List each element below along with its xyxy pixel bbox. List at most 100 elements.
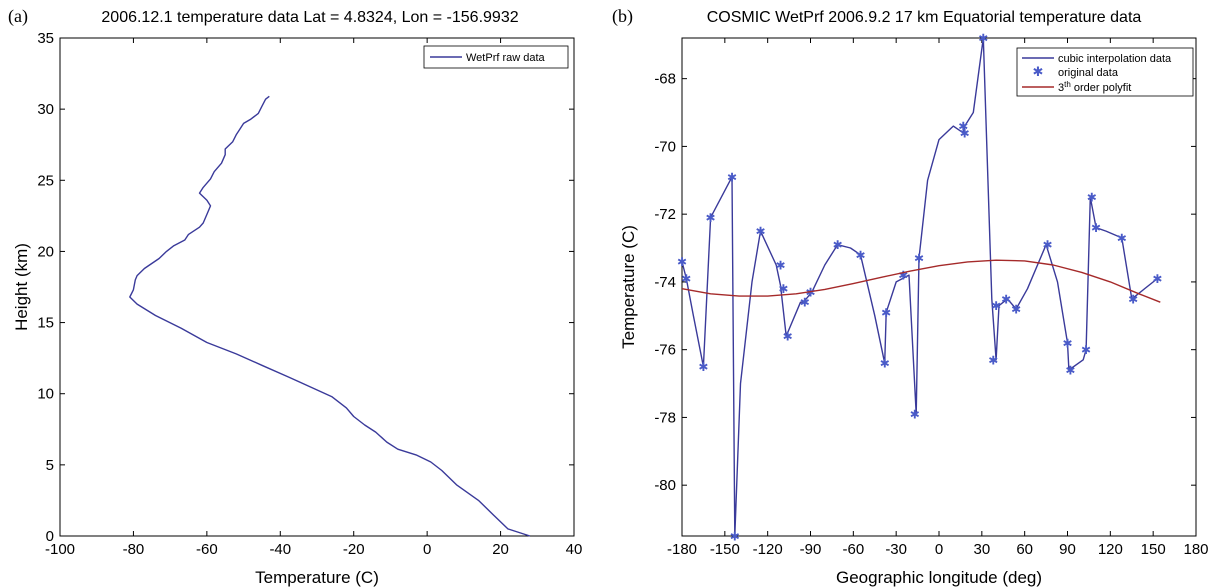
chart-b-x-tick-label: 180: [1183, 541, 1208, 558]
chart-b-data-point: ✱: [978, 32, 988, 46]
chart-a-y-ticks: 0 5 10 15 20 25 30 35: [37, 30, 574, 545]
chart-a-x-tick-label: -40: [269, 541, 291, 558]
chart-a-x-tick-label: -100: [45, 541, 75, 558]
chart-b-data-point: ✱: [698, 360, 708, 374]
chart-b-x-tick-label: 90: [1059, 541, 1076, 558]
chart-b-y-tick-label: -76: [654, 342, 676, 359]
chart-b-data-point: ✱: [727, 170, 737, 184]
chart-b-x-tick-label: 150: [1141, 541, 1166, 558]
chart-a-y-tick-label: 20: [37, 243, 54, 260]
chart-a-legend-box: [423, 45, 569, 69]
chart-b-data-point: ✱: [1117, 231, 1127, 245]
chart-a-x-tick-label: -80: [123, 541, 145, 558]
chart-a-y-tick-label: 30: [37, 101, 54, 118]
chart-b-legend-label-fit: 3th order polyfit: [1058, 80, 1131, 94]
chart-b-series-cubic-interpolation-data: [681, 37, 1158, 537]
chart-b-legend-box: [1016, 47, 1194, 97]
chart-b-series-group: ✱✱✱✱✱✱✱✱✱✱✱✱✱✱✱✱✱✱✱✱✱✱✱✱ ✱✱✱✱✱✱✱✱✱✱✱: [677, 32, 1163, 544]
chart-b-x-tick-label: 60: [1016, 541, 1033, 558]
chart-b-y-axis-label: Temperature (C): [619, 225, 638, 349]
chart-a-x-tick-label: 20: [492, 541, 509, 558]
chart-a-y-axis-label: Height (km): [12, 243, 31, 331]
chart-b-x-tick-label: -150: [710, 541, 740, 558]
chart-a-y-tick-label: 25: [37, 172, 54, 189]
chart-a-y-tick-label: 35: [37, 30, 54, 47]
chart-b-x-tick-label: -180: [667, 541, 697, 558]
chart-b-x-tick-label: -30: [885, 541, 907, 558]
chart-b-data-point: ✱: [881, 306, 891, 320]
chart-b-x-axis-label: Geographic longitude (deg): [836, 568, 1042, 587]
chart-b-y-tick-label: -68: [654, 71, 676, 88]
chart-a-x-axis-label: Temperature (C): [255, 568, 379, 587]
chart-b-title: COSMIC WetPrf 2006.9.2 17 km Equatorial …: [707, 9, 1142, 26]
chart-b-y-ticks: -80 -78 -76 -74 -72 -70 -68: [654, 71, 1196, 494]
chart-b-data-point: ✱: [1152, 272, 1162, 286]
chart-b-data-point: ✱: [755, 225, 765, 239]
chart-b-data-point: ✱: [783, 330, 793, 344]
chart-a-x-tick-label: 40: [566, 541, 583, 558]
chart-a-y-tick-label: 0: [46, 528, 54, 545]
chart-b-data-point: ✱: [800, 296, 810, 310]
chart-b-y-tick-label: -72: [654, 206, 676, 223]
chart-b-data-point: ✱: [855, 248, 865, 262]
chart-b-legend-fit-rest: order polyfit: [1071, 82, 1132, 94]
chart-a-y-tick-label: 5: [46, 457, 54, 474]
chart-b-data-point: ✱: [805, 286, 815, 300]
chart-b-legend-fit-superscript: th: [1064, 80, 1071, 89]
chart-b-data-point: ✱: [677, 255, 687, 269]
chart-b-y-tick-label: -78: [654, 409, 676, 426]
chart-b-x-tick-label: 0: [935, 541, 943, 558]
chart-b-legend-label-original: original data: [1058, 67, 1119, 79]
chart-a-x-tick-label: -60: [196, 541, 218, 558]
chart-b-legend-fit-number: 3: [1058, 82, 1064, 94]
chart-a-series-group: [129, 95, 531, 537]
chart-b-x-tick-label: -120: [753, 541, 783, 558]
chart-b-y-tick-label: -74: [654, 274, 676, 291]
chart-b-data-point: ✱: [730, 530, 740, 544]
chart-b-data-point: ✱: [960, 126, 970, 140]
chart-b-data-point: ✱: [1062, 336, 1072, 350]
chart-b-data-point: ✱: [1081, 343, 1091, 357]
chart-b-data-point: ✱: [1128, 292, 1138, 306]
chart-b-data-point: ✱: [898, 269, 908, 283]
chart-b-data-point: ✱: [778, 282, 788, 296]
chart-a-y-tick-label: 15: [37, 315, 54, 332]
chart-b-data-point: ✱: [775, 258, 785, 272]
chart-a-legend-label: WetPrf raw data: [466, 52, 546, 64]
panel-a-label: (a): [8, 6, 28, 27]
chart-a-x-tick-label: -20: [343, 541, 365, 558]
chart-b-data-point: ✱: [991, 299, 1001, 313]
chart-b-x-ticks: -180 -150 -120 -90 -60 -30 0 30 60 90 120 150 180: [667, 38, 1209, 558]
chart-b-legend: cubic interpolation data ✱ original data…: [1016, 47, 1194, 97]
chart-b-data-point: ✱: [914, 252, 924, 266]
chart-b-plot-area: [681, 37, 1197, 537]
chart-b-y-tick-label: -80: [654, 477, 676, 494]
chart-b: (b) COSMIC WetPrf 2006.9.2 17 km Equator…: [612, 6, 1209, 587]
chart-a-series-wetprf-raw-data: [129, 95, 531, 537]
chart-b-data-point: ✱: [910, 408, 920, 422]
chart-b-x-tick-label: 120: [1098, 541, 1123, 558]
chart-b-data-point: ✱: [880, 357, 890, 371]
chart-b-legend-label-interp: cubic interpolation data: [1058, 53, 1172, 65]
chart-b-legend-swatch-marker: ✱: [1033, 65, 1044, 80]
chart-b-data-point: ✱: [706, 211, 716, 225]
chart-b-data-point: ✱: [1065, 364, 1075, 378]
chart-b-data-point: ✱: [1042, 238, 1052, 252]
chart-a-x-tick-label: 0: [423, 541, 431, 558]
chart-a-title: 2006.12.1 temperature data Lat = 4.8324,…: [101, 9, 518, 26]
chart-b-data-point: ✱: [1001, 292, 1011, 306]
chart-a-x-ticks: -100 -80 -60 -40 -20 0 20 40: [45, 38, 582, 558]
panel-b-label: (b): [612, 6, 633, 27]
chart-b-x-tick-label: -90: [800, 541, 822, 558]
chart-b-x-tick-label: -60: [842, 541, 864, 558]
chart-a-plot-area: [59, 37, 575, 537]
chart-b-data-point: ✱: [958, 120, 968, 134]
chart-a-y-tick-label: 10: [37, 386, 54, 403]
chart-b-data-point: ✱: [681, 272, 691, 286]
chart-b-data-point: ✱: [988, 353, 998, 367]
chart-b-x-tick-label: 30: [973, 541, 990, 558]
chart-b-y-tick-label: -70: [654, 138, 676, 155]
chart-b-data-point: ✱: [1091, 221, 1101, 235]
